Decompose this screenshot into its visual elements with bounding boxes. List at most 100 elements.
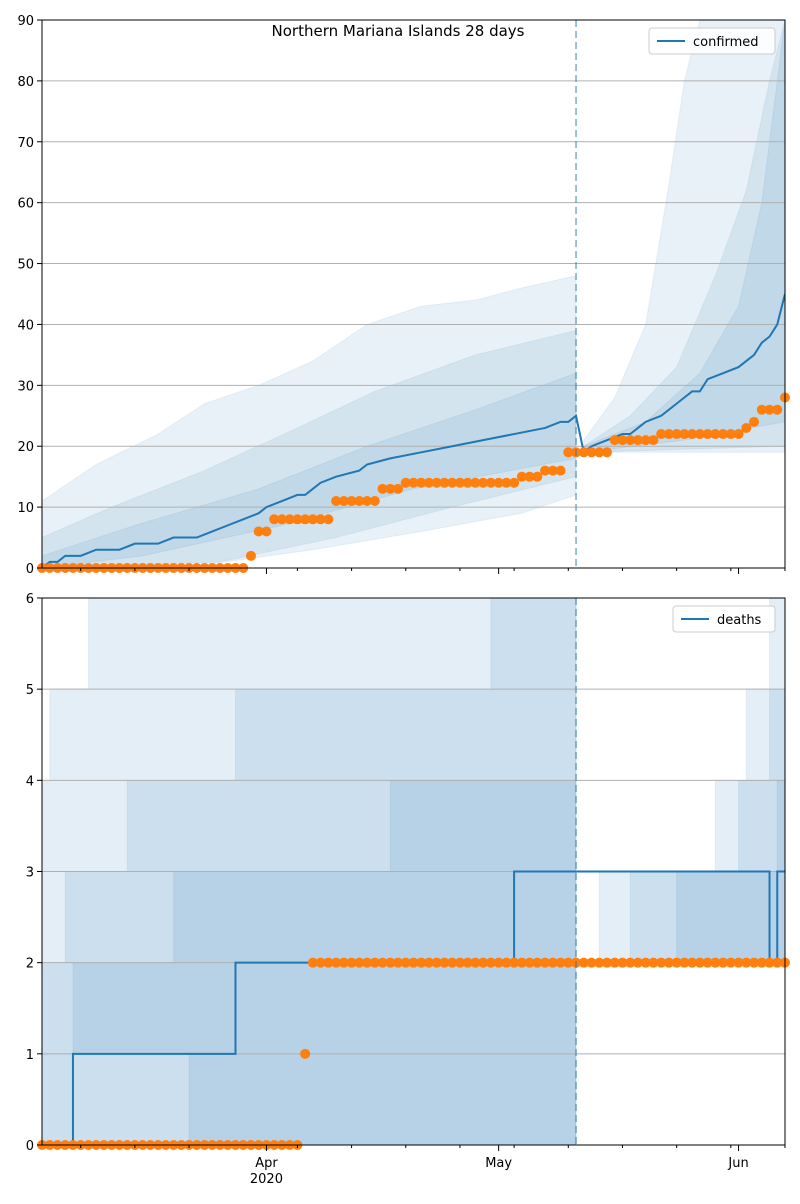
data-point [563,957,574,968]
data-point [501,957,512,968]
data-point [439,477,450,488]
data-point [470,957,481,968]
data-point [656,429,667,440]
data-point [447,477,458,488]
data-point [516,471,527,482]
data-point [764,404,775,415]
data-point [524,957,535,968]
data-point [385,483,396,494]
legend-label-confirmed: confirmed [693,35,759,50]
data-point [315,957,326,968]
data-point [362,496,373,507]
y-tick-label: 3 [26,866,34,881]
series-line-confirmed [42,293,785,568]
data-point [540,465,551,476]
data-point [416,957,427,968]
data-point [555,465,566,476]
data-point [478,957,489,968]
data-point [516,957,527,968]
data-point [331,496,342,507]
data-point [648,957,659,968]
data-point [346,496,357,507]
y-tick-label: 80 [17,75,34,90]
data-point [547,465,558,476]
data-point [369,957,380,968]
data-point [493,957,504,968]
data-point [718,429,729,440]
axes-frame [41,19,786,569]
data-point [578,957,589,968]
data-point [632,957,643,968]
data-point [300,1048,311,1059]
y-tick-label: 0 [26,562,34,577]
data-point [307,957,318,968]
data-point [578,447,589,458]
data-point [338,957,349,968]
data-point [609,435,620,446]
data-point [725,957,736,968]
data-point [640,957,651,968]
data-point [493,477,504,488]
data-point [663,429,674,440]
x-tick-label: Apr [255,1156,278,1171]
data-point [485,957,496,968]
data-point [532,957,543,968]
y-tick-label: 50 [17,258,34,273]
data-point [725,429,736,440]
data-point [307,514,318,525]
data-point [741,957,752,968]
data-point [377,483,388,494]
uncertainty-band [583,20,785,453]
y-tick-label: 1 [26,1048,34,1063]
data-point [462,477,473,488]
y-tick-label: 60 [17,197,34,212]
data-point [362,957,373,968]
chart-title: Northern Mariana Islands 28 days [272,22,525,40]
data-point [323,514,334,525]
data-point [253,526,264,537]
y-tick-label: 40 [17,318,34,333]
data-point [393,483,404,494]
data-point [733,429,744,440]
data-point [346,957,357,968]
data-point [718,957,729,968]
data-point [393,957,404,968]
data-point [400,477,411,488]
data-point [648,435,659,446]
data-point [563,447,574,458]
y-tick-label: 10 [17,501,34,516]
legend-label-deaths: deaths [717,613,762,628]
data-point [315,514,326,525]
data-point [470,477,481,488]
data-point [772,957,783,968]
data-point [749,957,760,968]
data-point [408,957,419,968]
data-point [555,957,566,968]
data-point [663,957,674,968]
data-point [671,957,682,968]
data-point [269,514,280,525]
y-tick-label: 20 [17,440,34,455]
data-point [764,957,775,968]
data-point [679,429,690,440]
data-point [338,496,349,507]
data-point [284,514,295,525]
data-point [656,957,667,968]
y-tick-label: 70 [17,136,34,151]
data-point [509,477,520,488]
data-point [423,957,434,968]
data-point [710,957,721,968]
data-point [354,496,365,507]
data-point [772,404,783,415]
data-point [741,422,752,433]
x-tick-label: May [485,1156,512,1171]
data-point [431,957,442,968]
legend-box [672,605,776,633]
data-point [454,477,465,488]
y-tick-label: 0 [26,1139,34,1154]
uncertainty-band [42,275,577,568]
data-point [702,429,713,440]
data-point [439,957,450,968]
data-point [702,957,713,968]
